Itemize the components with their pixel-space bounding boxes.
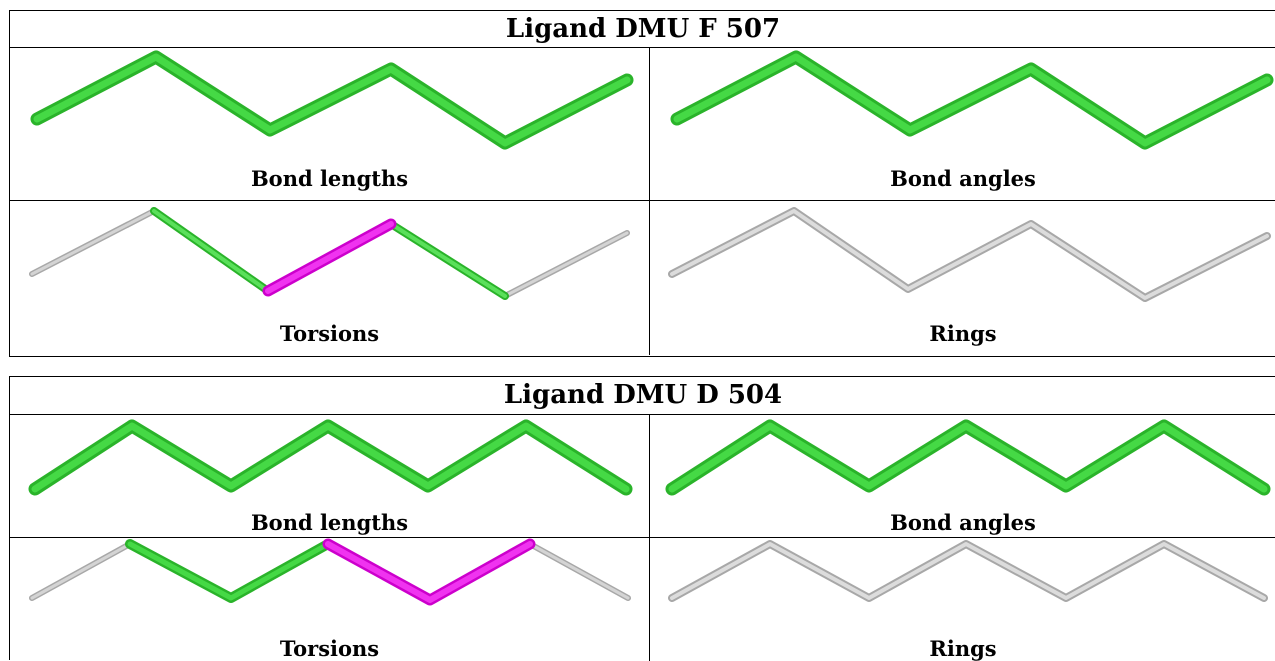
row-lengths-angles: Bond lengths Bond angles <box>10 47 1275 200</box>
row-torsions-rings: Torsions Rings <box>10 537 1275 661</box>
ligand-title: Ligand DMU F 507 <box>505 14 781 44</box>
bond-lengths-label: Bond lengths <box>250 166 409 191</box>
molecule-torsions <box>29 538 631 606</box>
molecule-bond-angles <box>665 419 1271 496</box>
torsions-label: Torsions <box>279 636 380 661</box>
bond-angles-label: Bond angles <box>890 510 1036 535</box>
torsions-cell: Torsions <box>10 538 650 661</box>
rings-label: Rings <box>929 321 997 346</box>
rings-cell: Rings <box>650 538 1275 661</box>
molecule-rings <box>668 207 1271 302</box>
molecule-rings <box>668 540 1268 602</box>
bond-lengths-cell: Bond lengths <box>10 48 650 200</box>
torsions-cell: Torsions <box>10 201 650 355</box>
molecule-bond-lengths <box>28 419 633 496</box>
molecule-torsions <box>29 207 630 300</box>
torsions-label: Torsions <box>279 321 380 346</box>
bond-lengths-cell: Bond lengths <box>10 415 650 537</box>
bond-lengths-label: Bond lengths <box>250 510 409 535</box>
row-lengths-angles: Bond lengths Bond angles <box>10 414 1275 537</box>
ligand-title: Ligand DMU D 504 <box>503 380 783 410</box>
ligand-table-1: Ligand DMU F 507 Bond lengths Bond angle… <box>9 10 1275 357</box>
molecule-bond-lengths <box>30 50 634 150</box>
rings-cell: Rings <box>650 201 1275 355</box>
ligand-table-2: Ligand DMU D 504 Bond lengths Bond angle… <box>9 376 1275 661</box>
rings-label: Rings <box>929 636 997 661</box>
bond-angles-label: Bond angles <box>890 166 1036 191</box>
row-torsions-rings: Torsions Rings <box>10 200 1275 355</box>
bond-angles-cell: Bond angles <box>650 48 1275 200</box>
bond-angles-cell: Bond angles <box>650 415 1275 537</box>
molecule-bond-angles <box>670 50 1274 150</box>
